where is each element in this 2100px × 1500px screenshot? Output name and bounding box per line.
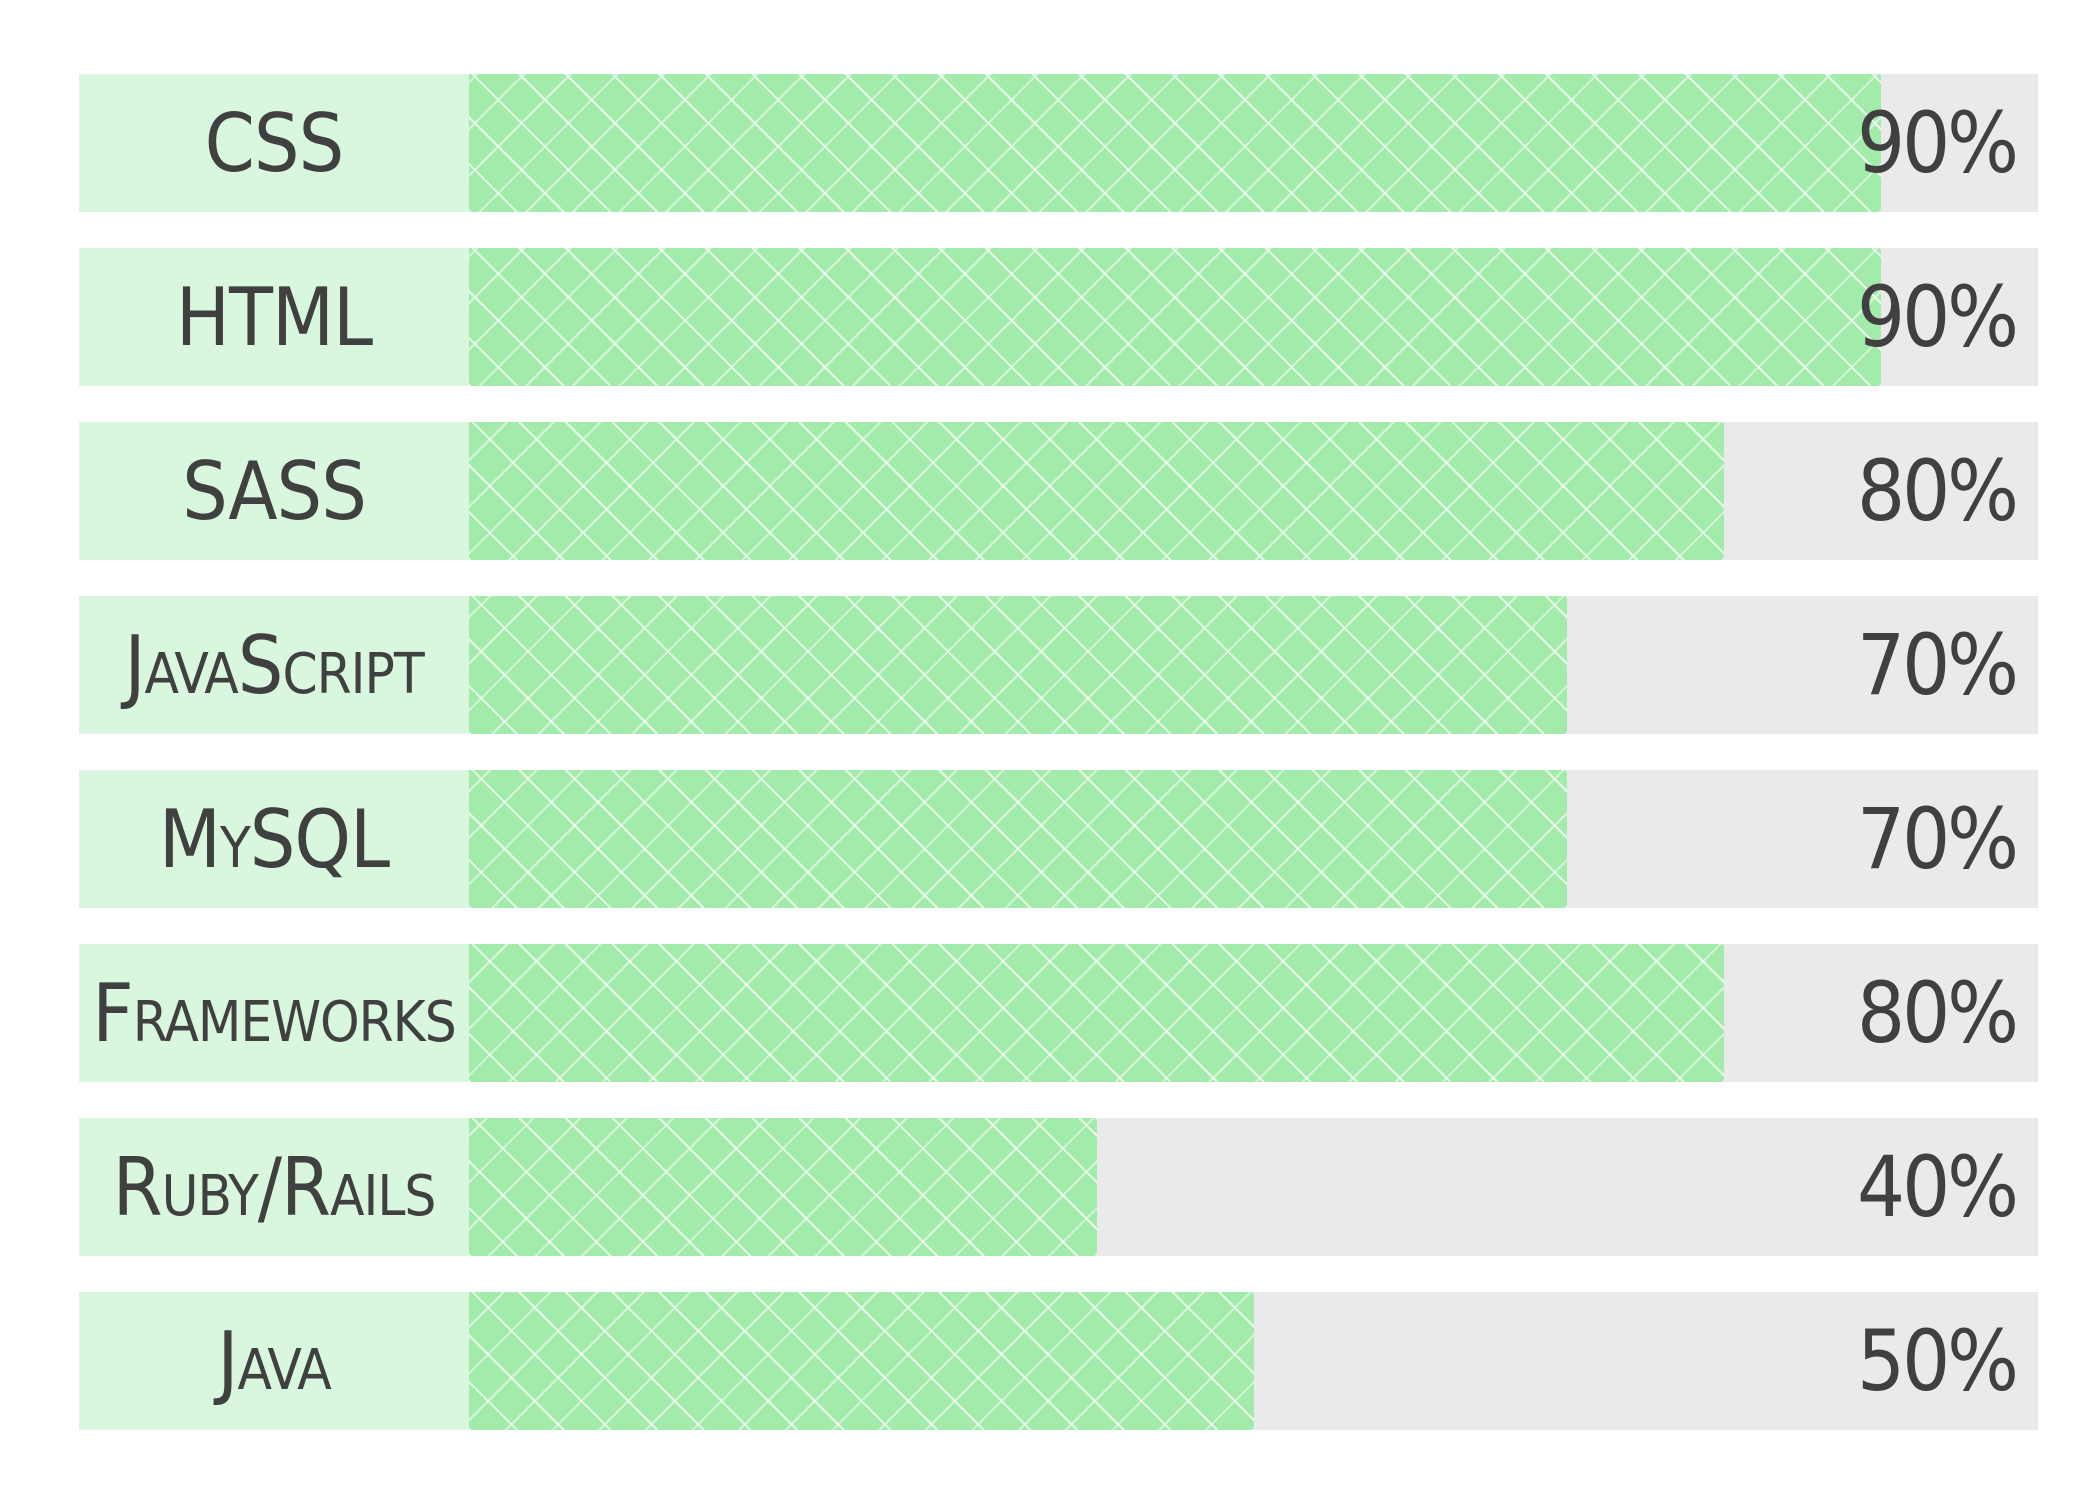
skill-row: CSS 90% xyxy=(79,74,2038,212)
skill-row: Java 50% xyxy=(79,1292,2038,1430)
skill-row: JavaScript 70% xyxy=(79,596,2038,734)
skill-percent-label: 80% xyxy=(1857,442,2019,540)
skill-row: HTML 90% xyxy=(79,248,2038,386)
skill-bar xyxy=(469,74,1882,212)
skill-label: Java xyxy=(79,1292,469,1430)
skill-label: SASS xyxy=(79,422,469,560)
skills-bar-chart: CSS 90% HTML 90% SASS 80% JavaScript 70% MySQL 70… xyxy=(79,74,2038,1430)
skill-bar xyxy=(469,422,1725,560)
skill-bar-track: 80% xyxy=(469,422,2038,560)
skill-percent-label: 80% xyxy=(1857,964,2019,1062)
skill-label: HTML xyxy=(79,248,469,386)
skill-bar xyxy=(469,944,1725,1082)
skill-bar-track: 40% xyxy=(469,1118,2038,1256)
skill-row: Frameworks 80% xyxy=(79,944,2038,1082)
skill-label: CSS xyxy=(79,74,469,212)
skill-percent-label: 90% xyxy=(1857,94,2019,192)
skill-row: SASS 80% xyxy=(79,422,2038,560)
skill-bar-track: 70% xyxy=(469,596,2038,734)
skill-label: MySQL xyxy=(79,770,469,908)
skill-bar xyxy=(469,1118,1097,1256)
skill-percent-label: 40% xyxy=(1857,1138,2019,1236)
skill-percent-label: 70% xyxy=(1857,790,2019,888)
skill-label: Frameworks xyxy=(79,944,469,1082)
skill-bar-track: 90% xyxy=(469,248,2038,386)
skill-percent-label: 90% xyxy=(1857,268,2019,366)
skill-label: JavaScript xyxy=(79,596,469,734)
skill-bar xyxy=(469,770,1568,908)
skill-bar-track: 50% xyxy=(469,1292,2038,1430)
skill-bar-track: 70% xyxy=(469,770,2038,908)
skill-bar-track: 80% xyxy=(469,944,2038,1082)
skill-percent-label: 70% xyxy=(1857,616,2019,714)
skill-bar xyxy=(469,248,1882,386)
skill-bar xyxy=(469,1292,1254,1430)
skill-percent-label: 50% xyxy=(1857,1312,2019,1410)
skill-row: Ruby/Rails 40% xyxy=(79,1118,2038,1256)
skill-bar xyxy=(469,596,1568,734)
skill-label: Ruby/Rails xyxy=(79,1118,469,1256)
skill-bar-track: 90% xyxy=(469,74,2038,212)
skill-row: MySQL 70% xyxy=(79,770,2038,908)
